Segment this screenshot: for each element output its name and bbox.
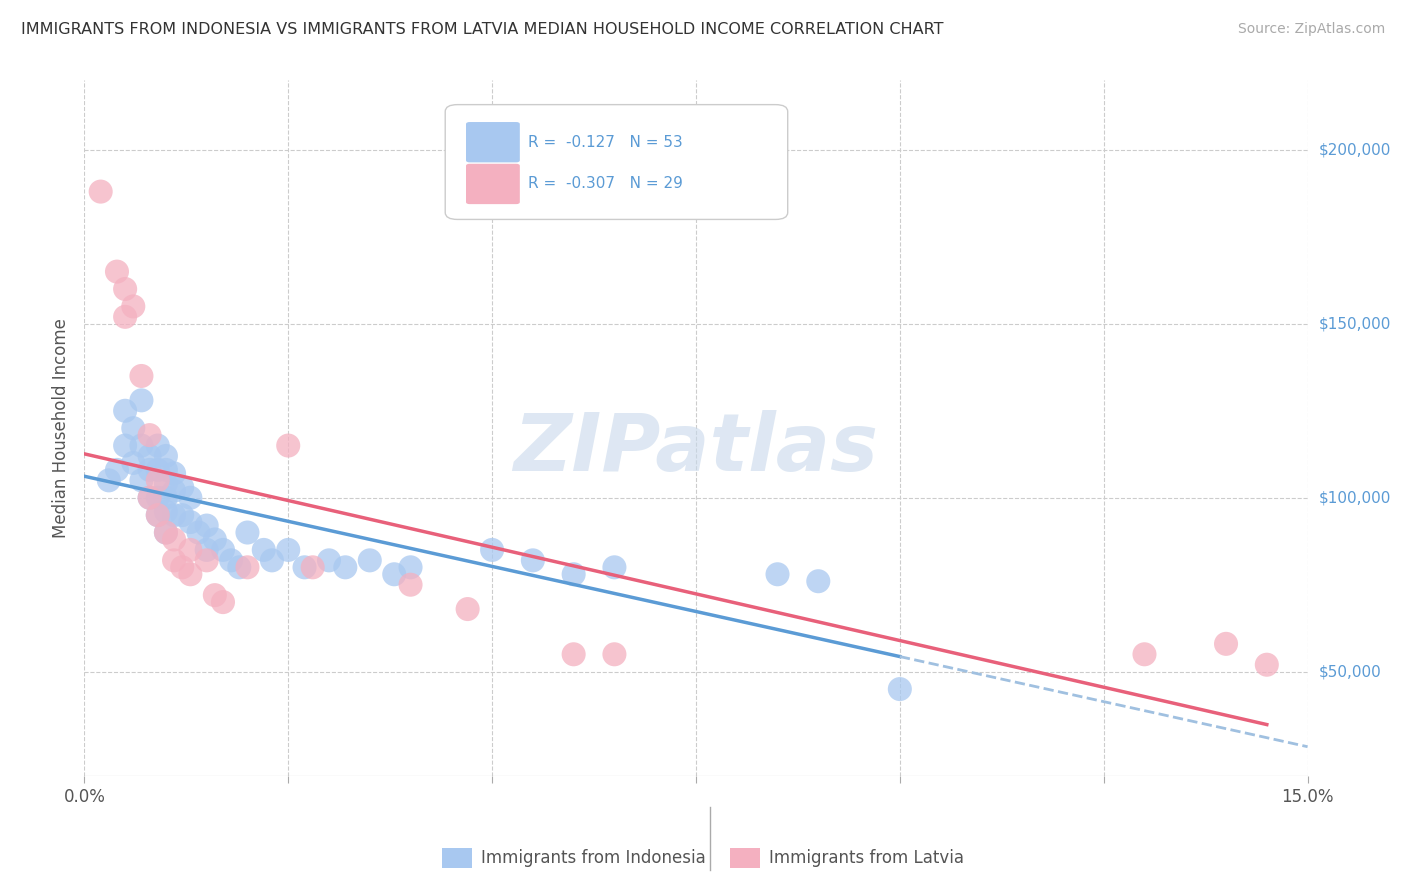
- Point: [114, 403, 136, 417]
- Point: [212, 542, 235, 557]
- Point: [253, 542, 276, 557]
- Text: R =  -0.127   N = 53: R = -0.127 N = 53: [529, 135, 683, 150]
- Point: [277, 542, 299, 557]
- Point: [114, 438, 136, 452]
- Point: [155, 476, 177, 491]
- Point: [155, 505, 177, 519]
- Point: [179, 491, 201, 505]
- Point: [399, 578, 422, 592]
- Point: [105, 264, 128, 278]
- Text: IMMIGRANTS FROM INDONESIA VS IMMIGRANTS FROM LATVIA MEDIAN HOUSEHOLD INCOME CORR: IMMIGRANTS FROM INDONESIA VS IMMIGRANTS …: [21, 22, 943, 37]
- Point: [457, 602, 479, 616]
- Point: [155, 525, 177, 540]
- Point: [382, 567, 405, 582]
- Point: [163, 533, 186, 547]
- Point: [138, 491, 160, 505]
- FancyBboxPatch shape: [465, 164, 520, 204]
- Point: [97, 473, 120, 487]
- Point: [146, 463, 169, 477]
- Point: [1256, 657, 1278, 672]
- Point: [155, 463, 177, 477]
- Point: [179, 515, 201, 529]
- Point: [889, 681, 911, 696]
- Point: [155, 491, 177, 505]
- Point: [131, 369, 153, 384]
- Point: [114, 310, 136, 324]
- Point: [1133, 648, 1156, 662]
- Point: [603, 648, 626, 662]
- Point: [131, 473, 153, 487]
- Point: [146, 491, 169, 505]
- Point: [105, 463, 128, 477]
- Point: [195, 518, 218, 533]
- Point: [228, 560, 250, 574]
- Point: [562, 567, 585, 582]
- Point: [195, 542, 218, 557]
- Point: [172, 508, 194, 522]
- Point: [562, 648, 585, 662]
- Point: [138, 463, 160, 477]
- Point: [122, 456, 145, 470]
- Point: [204, 588, 226, 602]
- Point: [481, 542, 503, 557]
- Point: [335, 560, 357, 574]
- Point: [195, 553, 218, 567]
- Y-axis label: Median Household Income: Median Household Income: [52, 318, 70, 538]
- Legend: Immigrants from Indonesia, Immigrants from Latvia: Immigrants from Indonesia, Immigrants fr…: [436, 841, 970, 875]
- Text: R =  -0.307   N = 29: R = -0.307 N = 29: [529, 177, 683, 192]
- Point: [131, 393, 153, 408]
- Point: [122, 299, 145, 313]
- Point: [236, 560, 259, 574]
- Point: [766, 567, 789, 582]
- FancyBboxPatch shape: [446, 104, 787, 219]
- Point: [277, 438, 299, 452]
- Point: [90, 185, 112, 199]
- Point: [146, 438, 169, 452]
- Point: [146, 473, 169, 487]
- Point: [807, 574, 830, 589]
- Point: [163, 553, 186, 567]
- Text: $50,000: $50,000: [1319, 665, 1382, 679]
- Point: [187, 525, 209, 540]
- Point: [294, 560, 316, 574]
- FancyBboxPatch shape: [465, 122, 520, 162]
- Point: [179, 567, 201, 582]
- Point: [172, 560, 194, 574]
- Point: [212, 595, 235, 609]
- Point: [163, 508, 186, 522]
- Point: [114, 282, 136, 296]
- Point: [146, 508, 169, 522]
- Point: [301, 560, 323, 574]
- Text: $100,000: $100,000: [1319, 491, 1391, 505]
- Point: [163, 483, 186, 498]
- Point: [138, 428, 160, 442]
- Point: [522, 553, 544, 567]
- Point: [138, 449, 160, 463]
- Point: [146, 508, 169, 522]
- Point: [155, 449, 177, 463]
- Text: ZIPatlas: ZIPatlas: [513, 410, 879, 488]
- Point: [318, 553, 340, 567]
- Point: [138, 491, 160, 505]
- Point: [179, 542, 201, 557]
- Point: [219, 553, 242, 567]
- Point: [155, 525, 177, 540]
- Point: [131, 438, 153, 452]
- Point: [359, 553, 381, 567]
- Point: [1215, 637, 1237, 651]
- Point: [204, 533, 226, 547]
- Point: [122, 421, 145, 435]
- Point: [603, 560, 626, 574]
- Point: [163, 467, 186, 481]
- Point: [236, 525, 259, 540]
- Point: [172, 480, 194, 494]
- Text: Source: ZipAtlas.com: Source: ZipAtlas.com: [1237, 22, 1385, 37]
- Point: [260, 553, 283, 567]
- Text: $200,000: $200,000: [1319, 143, 1391, 157]
- Point: [399, 560, 422, 574]
- Text: $150,000: $150,000: [1319, 317, 1391, 331]
